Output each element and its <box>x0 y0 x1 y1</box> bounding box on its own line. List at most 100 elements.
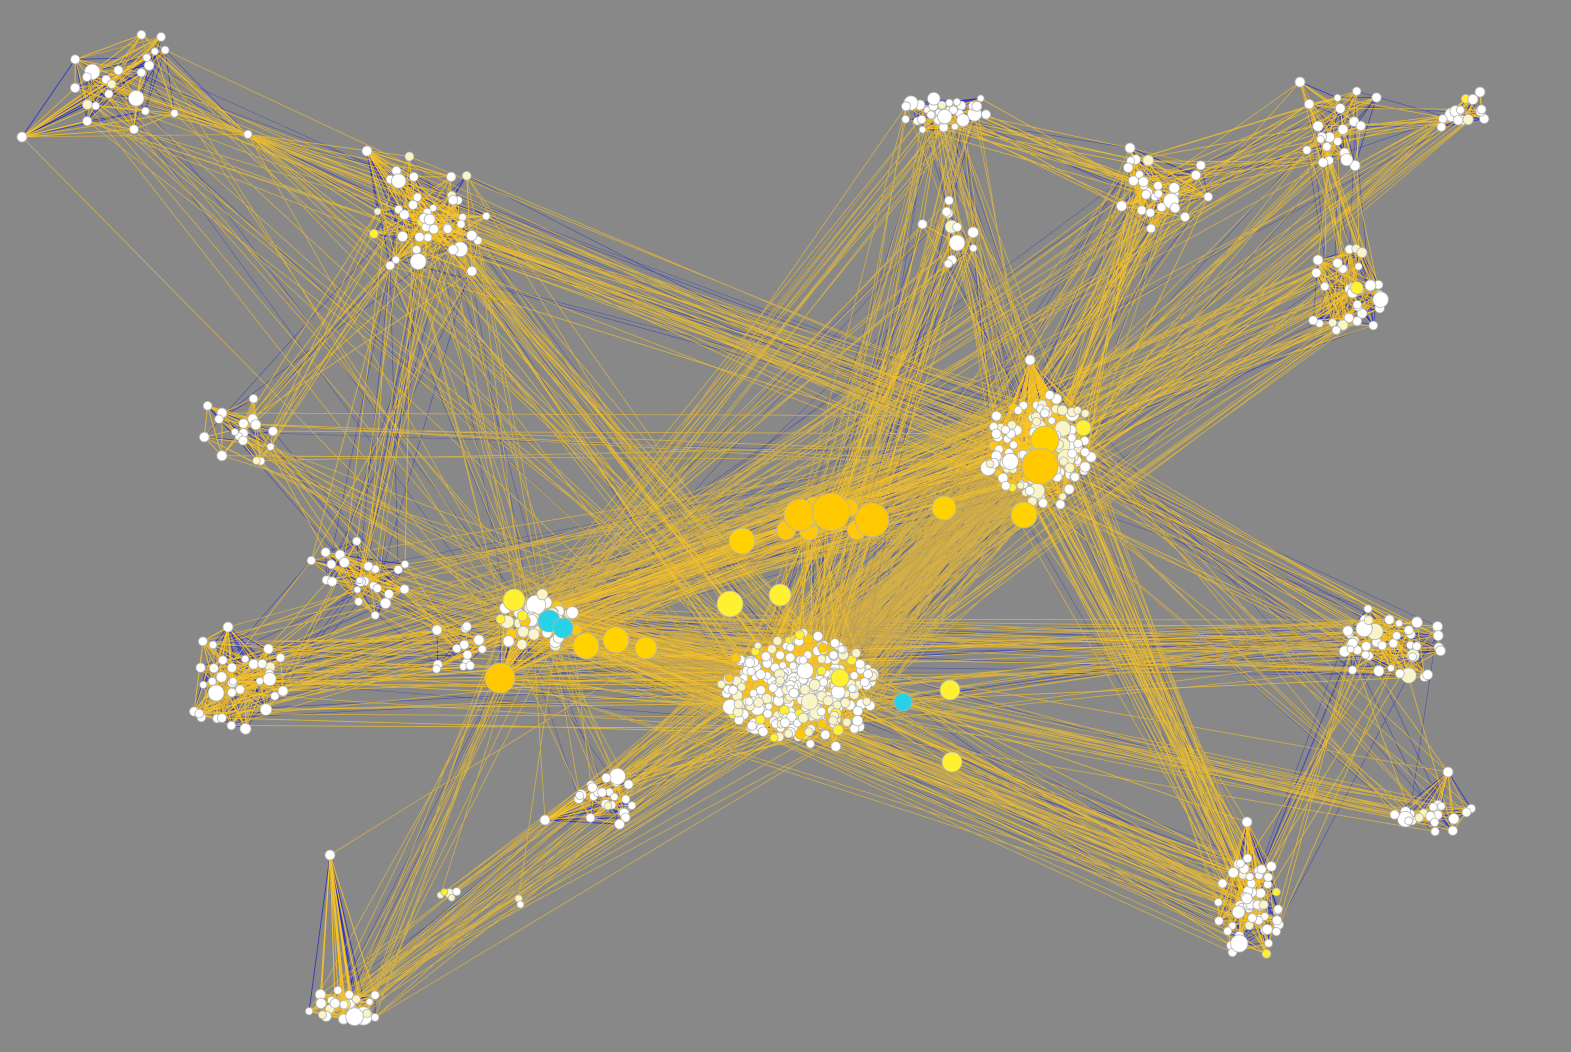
graph-node[interactable] <box>1347 665 1358 675</box>
graph-node[interactable] <box>775 675 785 686</box>
graph-node[interactable] <box>315 997 327 1010</box>
graph-node[interactable] <box>423 213 436 226</box>
graph-node[interactable] <box>788 687 800 699</box>
graph-node[interactable] <box>585 812 596 823</box>
graph-node[interactable] <box>304 1007 314 1016</box>
graph-node[interactable] <box>1195 160 1206 171</box>
graph-node[interactable] <box>106 79 117 89</box>
graph-node[interactable] <box>275 653 286 663</box>
graph-node[interactable] <box>1242 853 1253 864</box>
graph-node[interactable] <box>620 812 631 823</box>
graph-node[interactable] <box>816 706 827 717</box>
graph-node[interactable] <box>1368 320 1379 331</box>
graph-node[interactable] <box>1013 405 1023 415</box>
graph-node-gold-large-15[interactable] <box>768 583 792 607</box>
graph-node[interactable] <box>1056 404 1068 416</box>
graph-node[interactable] <box>1142 154 1154 167</box>
graph-node[interactable] <box>1322 141 1332 152</box>
graph-node[interactable] <box>1263 872 1273 882</box>
graph-node[interactable] <box>788 661 798 671</box>
graph-node[interactable] <box>1392 631 1402 641</box>
graph-node[interactable] <box>208 640 218 650</box>
graph-node[interactable] <box>1063 483 1075 495</box>
graph-node[interactable] <box>1156 202 1167 213</box>
graph-node[interactable] <box>250 419 262 431</box>
graph-node[interactable] <box>1412 641 1422 652</box>
graph-node[interactable] <box>1337 124 1349 135</box>
graph-node[interactable] <box>1258 899 1269 910</box>
graph-node[interactable] <box>1355 120 1366 131</box>
graph-node[interactable] <box>786 643 795 652</box>
graph-node[interactable] <box>1153 189 1163 199</box>
graph-node[interactable] <box>1153 181 1163 191</box>
graph-node[interactable] <box>755 685 766 696</box>
graph-node[interactable] <box>943 259 953 269</box>
graph-node[interactable] <box>1058 492 1067 501</box>
graph-node[interactable] <box>1180 211 1191 222</box>
graph-node[interactable] <box>447 195 459 206</box>
graph-node[interactable] <box>1328 318 1338 328</box>
graph-node[interactable] <box>950 122 959 131</box>
graph-node[interactable] <box>1476 104 1487 115</box>
graph-node[interactable] <box>941 206 952 217</box>
graph-node[interactable] <box>194 708 205 719</box>
graph-node[interactable] <box>1462 114 1474 126</box>
graph-node[interactable] <box>228 676 238 686</box>
graph-node[interactable] <box>1009 440 1018 450</box>
graph-node[interactable] <box>1354 262 1363 271</box>
graph-node[interactable] <box>270 691 280 701</box>
graph-node[interactable] <box>516 900 525 909</box>
graph-node[interactable] <box>926 110 936 120</box>
graph-node[interactable] <box>317 1010 327 1020</box>
graph-node[interactable] <box>1227 867 1239 879</box>
graph-node[interactable] <box>828 715 838 726</box>
graph-node[interactable] <box>355 576 364 585</box>
graph-node[interactable] <box>128 124 139 135</box>
graph-node-cyan-node-2[interactable] <box>552 617 574 639</box>
graph-node[interactable] <box>527 628 540 641</box>
graph-node[interactable] <box>1231 905 1246 919</box>
graph-node[interactable] <box>627 801 637 810</box>
graph-node[interactable] <box>566 606 579 619</box>
graph-node[interactable] <box>755 669 766 680</box>
graph-node[interactable] <box>918 125 927 134</box>
graph-node[interactable] <box>235 684 246 695</box>
node-layer[interactable] <box>16 29 1490 1026</box>
graph-node[interactable] <box>755 714 766 725</box>
graph-node[interactable] <box>785 652 796 663</box>
graph-node[interactable] <box>442 224 453 234</box>
graph-node[interactable] <box>429 204 438 213</box>
graph-node[interactable] <box>842 717 852 727</box>
graph-node[interactable] <box>1116 200 1128 212</box>
graph-node[interactable] <box>1384 614 1395 625</box>
graph-node[interactable] <box>156 32 166 42</box>
graph-node[interactable] <box>775 650 785 661</box>
graph-node[interactable] <box>1364 279 1377 292</box>
graph-node[interactable] <box>1064 462 1075 474</box>
graph-node[interactable] <box>1408 652 1417 662</box>
graph-node[interactable] <box>830 638 840 648</box>
graph-node[interactable] <box>257 658 268 669</box>
graph-node[interactable] <box>1361 650 1370 660</box>
graph-node[interactable] <box>733 699 744 710</box>
graph-node[interactable] <box>917 114 927 125</box>
graph-node[interactable] <box>263 643 274 655</box>
graph-node[interactable] <box>1075 419 1092 436</box>
graph-node[interactable] <box>1312 254 1324 266</box>
graph-node[interactable] <box>1333 93 1342 102</box>
graph-node[interactable] <box>466 265 478 277</box>
graph-node[interactable] <box>452 887 462 896</box>
graph-node[interactable] <box>1079 461 1091 473</box>
graph-node[interactable] <box>344 990 354 1000</box>
graph-node[interactable] <box>1371 92 1382 103</box>
graph-node[interactable] <box>1404 816 1414 826</box>
graph-node[interactable] <box>409 252 427 270</box>
graph-node[interactable] <box>459 639 470 650</box>
graph-node[interactable] <box>1223 926 1233 936</box>
graph-node[interactable] <box>820 729 831 740</box>
graph-node-gold-large-16[interactable] <box>941 751 963 773</box>
graph-node[interactable] <box>208 663 219 674</box>
graph-node[interactable] <box>239 722 252 735</box>
graph-node[interactable] <box>1403 625 1414 636</box>
